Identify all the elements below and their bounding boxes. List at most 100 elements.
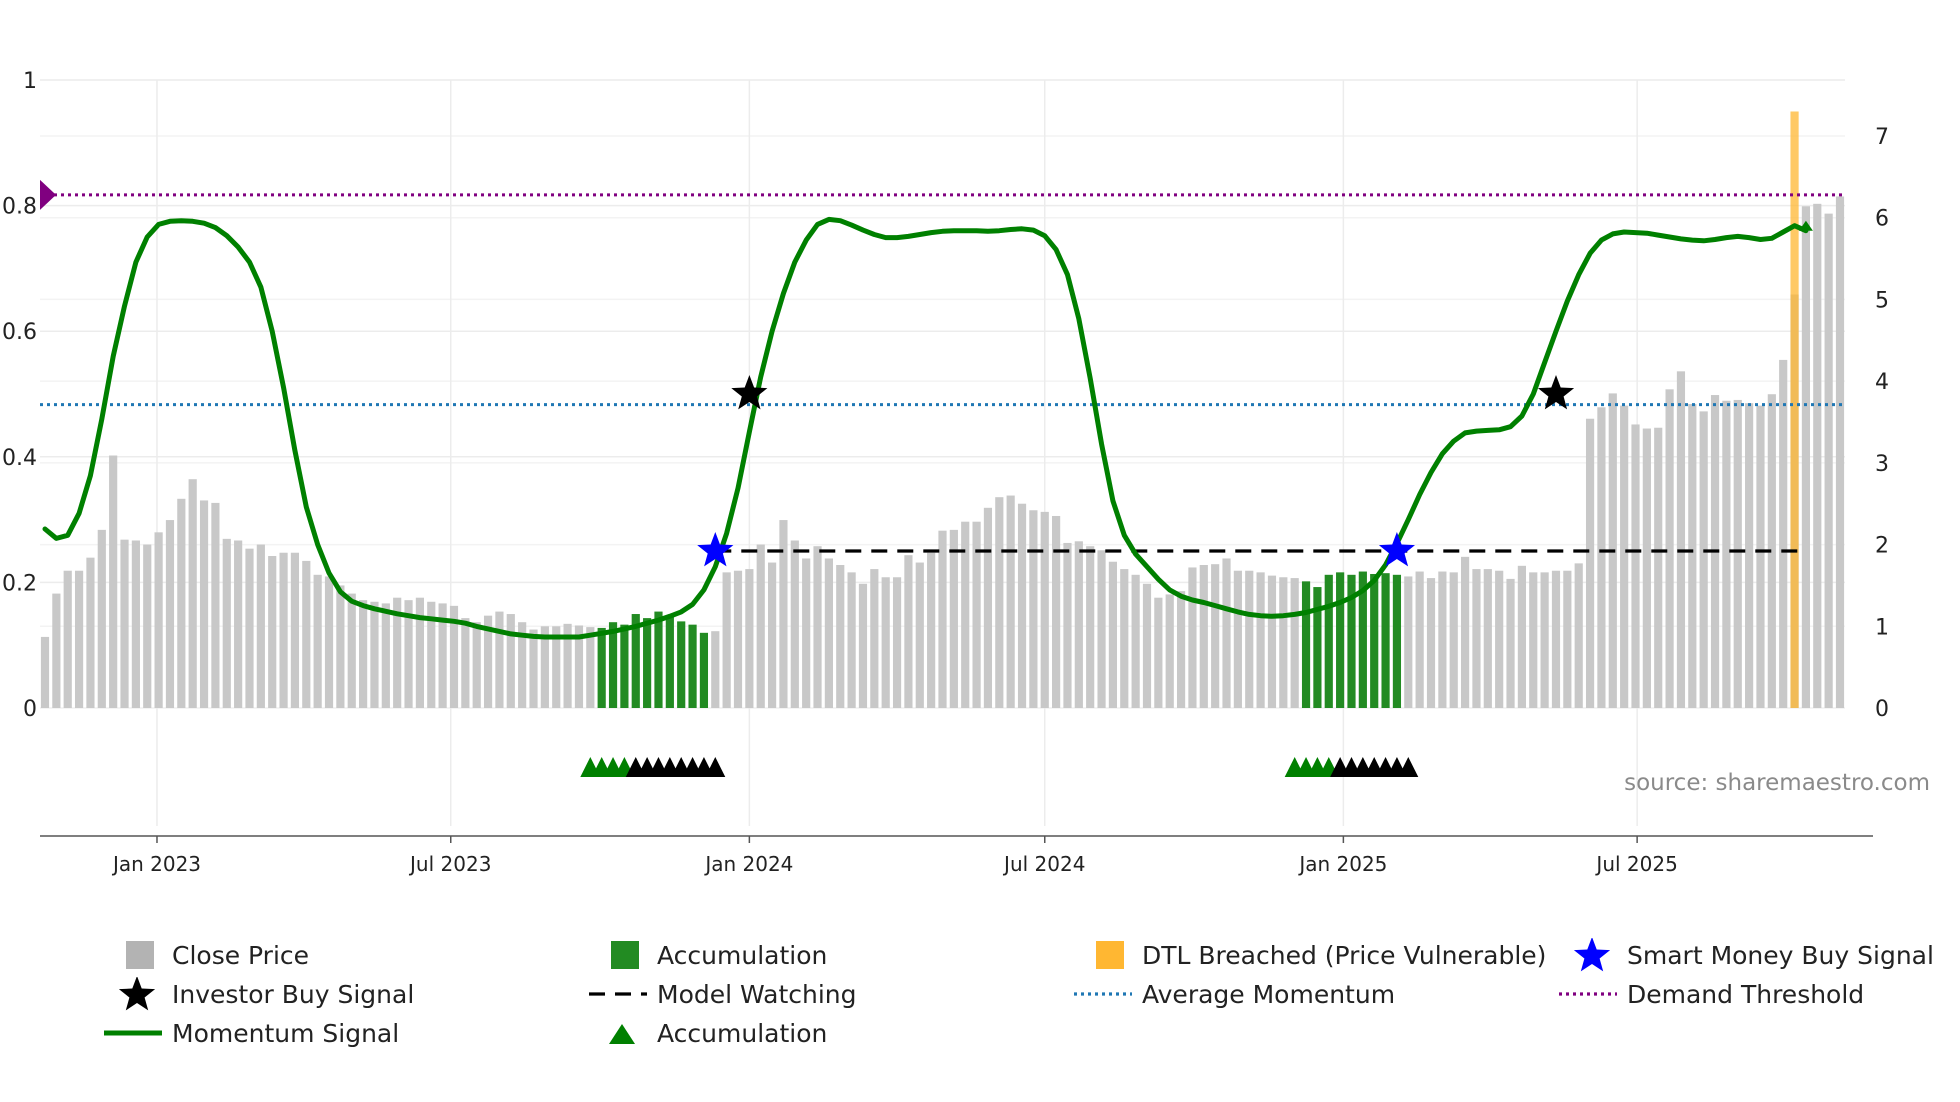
close-price-bar <box>438 603 447 708</box>
close-price-bar <box>915 562 924 708</box>
accumulation-bar <box>643 618 652 708</box>
accumulation-bar <box>665 616 674 708</box>
close-price-bar <box>74 570 84 708</box>
close-price-bar <box>1563 570 1572 708</box>
close-price-bar <box>1029 510 1038 708</box>
close-price-bar <box>1631 424 1640 708</box>
accumulation-bar <box>1347 574 1356 708</box>
close-price-bar <box>1733 399 1742 708</box>
accumulation-bar <box>654 611 663 708</box>
close-price-bar <box>881 577 890 708</box>
close-price-bar <box>154 532 163 708</box>
source-watermark: source: sharemaestro.com <box>1624 770 1930 796</box>
accumulation-bar <box>1358 571 1367 708</box>
close-price-bar <box>1506 578 1515 708</box>
close-price-bar <box>279 552 288 708</box>
close-price-bar <box>97 529 106 708</box>
x-axis-tick-label: Jan 2023 <box>111 852 201 876</box>
right-axis-tick-label: 0 <box>1875 697 1889 722</box>
close-price-bar <box>1449 572 1458 708</box>
close-price-bar <box>449 605 459 708</box>
close-price-bar <box>109 455 118 708</box>
close-price-bar <box>177 498 186 708</box>
close-price-bar <box>483 615 493 708</box>
close-price-bar <box>1461 556 1470 708</box>
x-axis-tick-label: Jul 2023 <box>408 852 491 876</box>
close-price-bar <box>359 600 368 708</box>
close-price-bar <box>290 552 300 708</box>
accumulation-bar <box>1392 574 1402 708</box>
accumulation-bar <box>1370 573 1379 708</box>
close-price-bar <box>1676 371 1686 708</box>
close-price-bar <box>1211 564 1220 708</box>
close-price-bar <box>722 572 731 708</box>
close-price-bar <box>1199 565 1208 708</box>
close-price-bar <box>188 479 197 708</box>
close-price-bar <box>63 570 72 708</box>
close-price-bar <box>1063 542 1072 708</box>
close-price-bar <box>1767 394 1776 708</box>
close-price-bar <box>983 507 993 708</box>
close-price-bar <box>745 569 754 708</box>
smart-money-buy-signal <box>697 532 734 567</box>
close-price-bar <box>1256 572 1265 708</box>
close-price-bar <box>1040 511 1049 708</box>
close-price-bar <box>256 544 265 708</box>
close-price-bar <box>1176 591 1186 708</box>
close-price-bar <box>1540 572 1549 708</box>
close-price-bar <box>302 560 311 708</box>
close-price-bar <box>1835 196 1845 708</box>
right-axis-tick-label: 4 <box>1875 370 1889 395</box>
close-price-bar <box>1006 495 1015 708</box>
close-price-bar <box>1688 404 1697 708</box>
close-price-bar <box>938 530 947 708</box>
close-price-bar <box>131 540 140 708</box>
close-price-bar <box>1120 569 1129 708</box>
close-price-bar <box>381 603 390 708</box>
accumulation-bar <box>1301 581 1311 708</box>
close-price-bar <box>506 614 515 708</box>
close-price-bar <box>1097 550 1106 708</box>
close-price-bar <box>336 585 345 708</box>
momentum-signal-line <box>42 216 1809 640</box>
close-price-bar <box>415 597 424 708</box>
right-axis-tick-label: 3 <box>1875 452 1889 477</box>
close-price-bar <box>1574 563 1583 708</box>
momentum-signal <box>42 216 1813 640</box>
close-price-bar <box>1074 541 1083 708</box>
close-price-bar <box>586 627 595 708</box>
close-price-bar <box>245 548 254 708</box>
signal-markers <box>580 375 1575 777</box>
investor-buy-signal <box>731 375 768 410</box>
close-price-bar <box>1165 594 1174 708</box>
close-price-bar <box>165 520 175 708</box>
close-price-bar <box>995 497 1004 708</box>
close-price-bar <box>1597 407 1606 708</box>
close-price-bar <box>1108 561 1118 708</box>
close-price-bar <box>1131 574 1140 708</box>
close-price-bar <box>870 569 879 708</box>
x-axis-tick-label: Jan 2024 <box>703 852 793 876</box>
accumulation-bar <box>688 624 697 708</box>
close-price-bar <box>1222 558 1231 708</box>
accumulation-marker <box>1398 757 1419 777</box>
close-price-bar <box>927 552 936 708</box>
close-price-bar <box>120 539 129 708</box>
right-axis-tick-label: 7 <box>1875 125 1889 150</box>
close-price-bar <box>574 625 584 708</box>
tick-labels: 0 0.2 0.4 0.6 0.8 1 0 1 2 3 4 5 6 7 Jan 2023 Jul 2023 Ja… <box>2 69 1889 876</box>
close-price-bar <box>199 500 209 708</box>
close-price-bar <box>1438 571 1447 708</box>
close-price-bar <box>268 556 277 708</box>
close-price-bar <box>495 611 504 708</box>
close-price-bar <box>234 540 243 708</box>
accumulation-marker <box>705 757 726 777</box>
close-price-bar <box>1052 515 1061 708</box>
close-price-bar <box>86 557 95 708</box>
accumulation-bar <box>597 627 606 708</box>
close-price-bar <box>779 520 788 708</box>
close-price-bar <box>518 622 527 708</box>
accumulation-bar <box>1381 573 1390 708</box>
close-price-bar <box>1756 405 1765 708</box>
close-price-bar <box>1404 576 1413 708</box>
